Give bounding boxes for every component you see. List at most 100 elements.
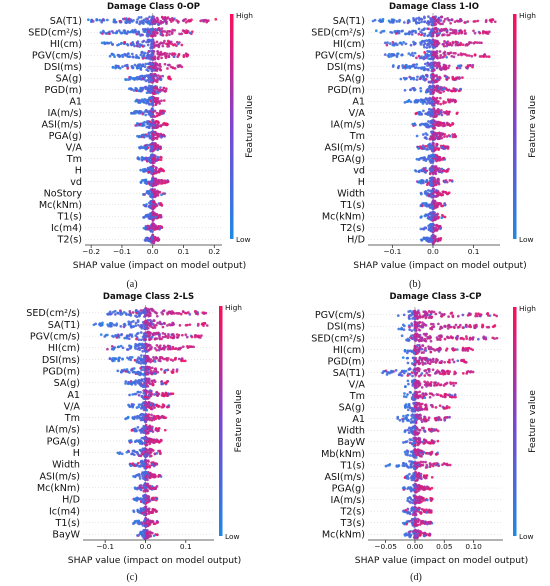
shap-point bbox=[156, 148, 160, 152]
shap-point bbox=[432, 62, 436, 65]
shap-point bbox=[429, 98, 432, 101]
shap-point bbox=[173, 347, 177, 351]
shap-point bbox=[94, 322, 98, 326]
x-tick-label: 0.0 bbox=[427, 247, 439, 256]
feature-label: PGA(g) bbox=[332, 154, 365, 165]
shap-point bbox=[148, 332, 151, 336]
shap-point bbox=[139, 53, 143, 57]
shap-point bbox=[383, 41, 387, 45]
shap-point bbox=[429, 177, 433, 181]
shap-point bbox=[382, 29, 386, 33]
shap-point bbox=[152, 309, 155, 312]
shap-point bbox=[145, 181, 149, 184]
shap-point bbox=[420, 98, 424, 102]
shap-point bbox=[403, 101, 407, 104]
feature-label: IA(m/s) bbox=[48, 108, 82, 119]
shap-point bbox=[140, 365, 144, 369]
shap-point bbox=[423, 32, 427, 36]
shap-point bbox=[436, 124, 440, 127]
shap-point bbox=[114, 357, 117, 361]
shap-point bbox=[149, 49, 152, 53]
shap-point bbox=[142, 19, 146, 23]
shap-point bbox=[433, 97, 437, 101]
shap-point bbox=[151, 131, 155, 135]
shap-point bbox=[448, 179, 452, 182]
shap-point bbox=[435, 154, 439, 157]
shap-point bbox=[140, 406, 144, 409]
shap-point bbox=[164, 89, 168, 93]
shap-point bbox=[153, 145, 157, 148]
shap-point bbox=[431, 194, 435, 198]
shap-point bbox=[154, 103, 158, 107]
shap-point bbox=[435, 74, 438, 77]
shap-point bbox=[432, 90, 435, 94]
shap-point bbox=[439, 102, 443, 106]
shap-point bbox=[441, 158, 445, 161]
shap-point bbox=[153, 360, 157, 363]
shap-point bbox=[423, 78, 427, 82]
shap-point bbox=[159, 226, 162, 230]
shap-point bbox=[180, 43, 184, 47]
shap-point bbox=[159, 86, 162, 89]
shap-point bbox=[415, 20, 418, 24]
shap-point bbox=[161, 44, 165, 48]
shap-point bbox=[166, 368, 170, 372]
shap-point bbox=[418, 77, 422, 81]
shap-point bbox=[205, 20, 209, 23]
shap-point bbox=[433, 131, 437, 135]
shap-point bbox=[87, 18, 90, 22]
shap-point bbox=[478, 31, 482, 35]
shap-point bbox=[152, 50, 156, 53]
shap-point bbox=[426, 112, 430, 116]
shap-point bbox=[438, 75, 441, 79]
shap-point bbox=[445, 55, 448, 59]
shap-point bbox=[173, 28, 177, 32]
shap-point bbox=[119, 370, 123, 374]
shap-point bbox=[425, 123, 429, 126]
shap-point bbox=[439, 227, 442, 231]
shap-point bbox=[118, 66, 122, 70]
shap-point bbox=[110, 52, 114, 56]
shap-point bbox=[141, 86, 145, 90]
shap-point bbox=[151, 204, 155, 208]
shap-point bbox=[178, 324, 182, 327]
shap-point bbox=[430, 149, 434, 153]
shap-point bbox=[413, 66, 417, 70]
shap-point bbox=[151, 144, 154, 148]
shap-point bbox=[160, 136, 163, 139]
shap-point bbox=[190, 30, 194, 34]
shap-point bbox=[144, 372, 148, 376]
shap-point bbox=[144, 113, 148, 117]
shap-point bbox=[141, 324, 145, 327]
shap-point bbox=[414, 31, 418, 34]
shap-point bbox=[428, 112, 432, 115]
shap-point bbox=[136, 66, 139, 70]
shap-point bbox=[438, 237, 442, 241]
shap-point bbox=[154, 356, 158, 359]
shap-point bbox=[418, 56, 422, 60]
panel-label: (b) bbox=[409, 279, 421, 290]
shap-point bbox=[99, 31, 103, 34]
shap-point bbox=[177, 65, 181, 69]
shap-point bbox=[140, 64, 144, 67]
shap-point bbox=[431, 69, 435, 73]
shap-point bbox=[161, 325, 165, 329]
shap-point bbox=[427, 80, 431, 84]
shap-point bbox=[395, 43, 399, 47]
shap-point bbox=[156, 321, 159, 325]
feature-label: SA(g) bbox=[56, 74, 82, 85]
shap-point bbox=[446, 33, 449, 37]
shap-point bbox=[154, 100, 157, 103]
shap-point bbox=[154, 237, 157, 241]
shap-point bbox=[452, 31, 456, 34]
shap-point bbox=[165, 87, 168, 91]
shap-point bbox=[149, 358, 153, 361]
shap-point bbox=[106, 312, 110, 316]
shap-point bbox=[165, 17, 169, 20]
shap-point bbox=[175, 311, 178, 315]
shap-point bbox=[431, 84, 435, 88]
shap-point bbox=[130, 20, 134, 23]
shap-point bbox=[453, 88, 457, 92]
shap-point bbox=[143, 344, 146, 348]
shap-point bbox=[454, 135, 457, 138]
